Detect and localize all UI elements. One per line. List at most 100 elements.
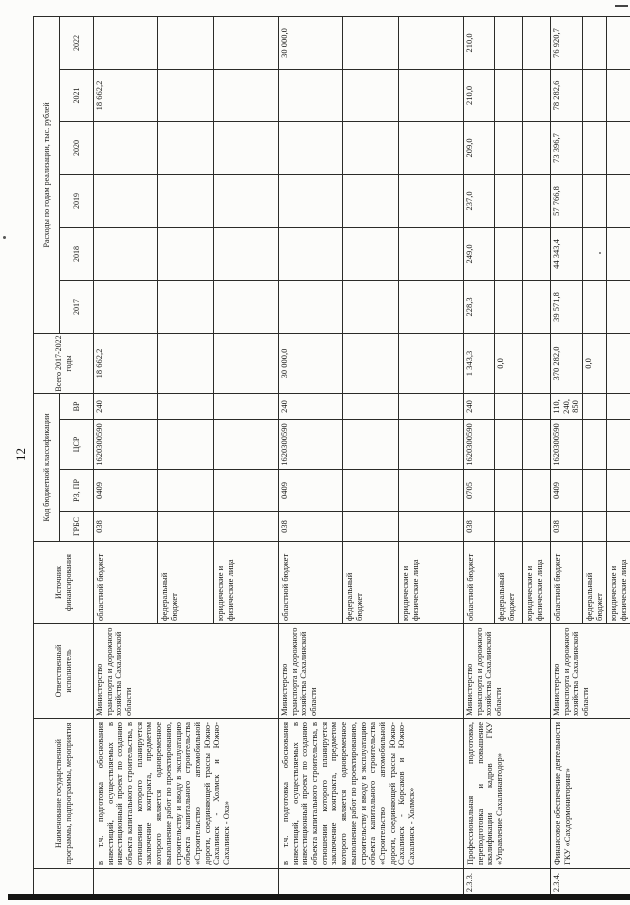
y2021: 210,0	[463, 69, 495, 122]
csr	[522, 419, 551, 470]
y2021	[606, 69, 630, 122]
y2022: 76 920,7	[550, 16, 583, 70]
y2022: 30 000,0	[278, 16, 343, 70]
rotated-table-area: 12 Наименование государственной программ…	[13, 12, 630, 897]
header-year-2017: 2017	[59, 280, 94, 334]
header-row-num	[33, 868, 94, 897]
y2019	[213, 174, 279, 228]
total	[522, 333, 551, 394]
y2020	[213, 121, 279, 175]
grbs: 038	[93, 511, 158, 542]
csr	[213, 419, 279, 470]
y2021	[522, 69, 551, 122]
y2020	[494, 121, 523, 175]
y2018: 249,0	[463, 227, 495, 281]
grbs	[522, 511, 551, 542]
executor: Министерство транспорта и дорожного хозя…	[550, 623, 630, 719]
total: 0,0	[582, 333, 607, 394]
y2019	[278, 174, 343, 228]
grbs	[342, 511, 399, 542]
grbs	[582, 511, 607, 542]
y2022	[494, 16, 523, 70]
y2020	[398, 121, 464, 175]
y2021: 78 282,6	[550, 69, 583, 122]
rzpr	[582, 469, 607, 512]
grbs	[494, 511, 523, 542]
header-rzpr: РЗ, ПР	[59, 469, 94, 512]
y2021	[213, 69, 279, 122]
header-year-2019: 2019	[59, 174, 94, 228]
vr	[342, 393, 399, 420]
y2021	[582, 69, 607, 122]
y2019	[157, 174, 214, 228]
y2020	[278, 121, 343, 175]
rzpr	[157, 469, 214, 512]
y2017	[342, 280, 399, 334]
total	[398, 333, 464, 394]
row-number: 2.3.4.	[550, 868, 630, 897]
table-row: 2.3.4. Финансовое обеспечение деятельнос…	[550, 16, 630, 897]
y2020	[522, 121, 551, 175]
vr	[582, 393, 607, 420]
grbs	[398, 511, 464, 542]
funding-source: юридические и физические лица	[606, 541, 630, 624]
y2019	[582, 174, 607, 228]
header-csr: ЦСР	[59, 419, 94, 470]
y2022	[342, 16, 399, 70]
total: 30 000,0	[278, 333, 343, 394]
total	[157, 333, 214, 394]
rzpr	[398, 469, 464, 512]
funding-source: юридические и физические лица	[522, 541, 551, 624]
funding-source: федеральный бюджет	[582, 541, 607, 624]
y2017	[522, 280, 551, 334]
y2022: 210,0	[463, 16, 495, 70]
header-grbs: ГРБС	[59, 511, 94, 542]
y2021	[342, 69, 399, 122]
y2019	[606, 174, 630, 228]
row-number	[93, 868, 279, 897]
funding-source: областной бюджет	[278, 541, 343, 624]
y2017	[494, 280, 523, 334]
y2020: 73 396,7	[550, 121, 583, 175]
header-vr: ВР	[59, 393, 94, 420]
header-year-2022: 2022	[59, 16, 94, 70]
y2017	[278, 280, 343, 334]
rzpr: 0409	[278, 469, 343, 512]
y2019	[93, 174, 158, 228]
total: 370 282,0	[550, 333, 583, 394]
vr	[157, 393, 214, 420]
scan-speck	[599, 252, 601, 254]
funding-source: областной бюджет	[550, 541, 583, 624]
y2022	[157, 16, 214, 70]
y2017	[398, 280, 464, 334]
csr	[606, 419, 630, 470]
executor: Министерство транспорта и дорожного хозя…	[93, 623, 279, 719]
csr	[157, 419, 214, 470]
y2017	[606, 280, 630, 334]
header-year-2020: 2020	[59, 121, 94, 175]
rzpr	[213, 469, 279, 512]
program-name: в т.ч. подготовка обоснования инвестиций…	[278, 718, 464, 869]
funding-source: юридические и физические лица	[213, 541, 279, 624]
y2019: 57 766,8	[550, 174, 583, 228]
y2022	[213, 16, 279, 70]
y2018	[213, 227, 279, 281]
scan-artifact-top-right	[615, 5, 628, 7]
table-row: в т.ч. подготовка обоснования инвестиций…	[93, 16, 279, 897]
scan-artifact-bottom-edge	[8, 894, 630, 900]
vr: 110, 240, 850	[550, 393, 583, 420]
header-years-group: Расходы по годам реализации, тыс. рублей	[33, 16, 60, 334]
vr	[606, 393, 630, 420]
row-number	[278, 868, 464, 897]
header-year-2018: 2018	[59, 227, 94, 281]
rzpr: 0409	[550, 469, 583, 512]
y2019	[494, 174, 523, 228]
header-budget-class: Код бюджетной классификации	[33, 393, 60, 542]
table-row: 2.3.3. Профессиональная подготовка, пере…	[463, 16, 551, 897]
grbs: 038	[278, 511, 343, 542]
vr	[213, 393, 279, 420]
y2021	[157, 69, 214, 122]
header-year-2021: 2021	[59, 69, 94, 122]
rzpr: 0409	[93, 469, 158, 512]
y2021	[398, 69, 464, 122]
